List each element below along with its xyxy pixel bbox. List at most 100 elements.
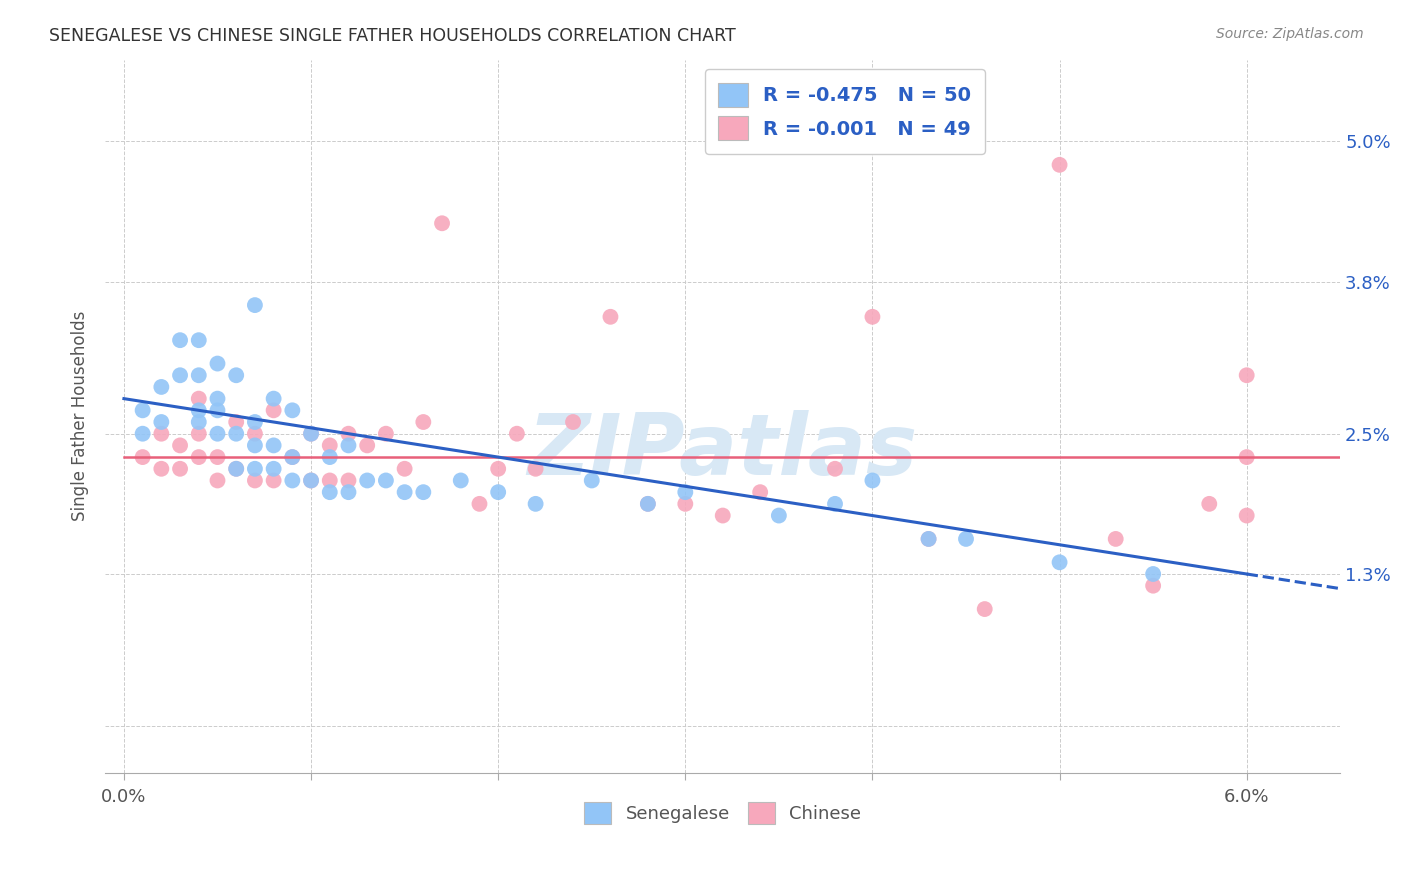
Point bbox=[243, 474, 266, 488]
Point bbox=[524, 497, 547, 511]
Legend: Senegalese, Chinese: Senegalese, Chinese bbox=[574, 791, 872, 835]
Point bbox=[337, 474, 360, 488]
Point bbox=[187, 403, 209, 417]
Point bbox=[374, 426, 396, 441]
Point bbox=[299, 474, 322, 488]
Point bbox=[319, 450, 342, 464]
Point bbox=[207, 450, 229, 464]
Point bbox=[131, 450, 153, 464]
Point bbox=[374, 474, 396, 488]
Point bbox=[394, 462, 416, 476]
Point bbox=[1049, 158, 1071, 172]
Point bbox=[506, 426, 529, 441]
Point bbox=[337, 426, 360, 441]
Point bbox=[187, 415, 209, 429]
Point bbox=[1236, 508, 1258, 523]
Point bbox=[299, 474, 322, 488]
Text: SENEGALESE VS CHINESE SINGLE FATHER HOUSEHOLDS CORRELATION CHART: SENEGALESE VS CHINESE SINGLE FATHER HOUS… bbox=[49, 27, 735, 45]
Point bbox=[207, 403, 229, 417]
Point bbox=[281, 450, 304, 464]
Point bbox=[131, 403, 153, 417]
Point bbox=[207, 392, 229, 406]
Point bbox=[1236, 450, 1258, 464]
Point bbox=[768, 508, 790, 523]
Point bbox=[468, 497, 491, 511]
Point bbox=[263, 474, 285, 488]
Point bbox=[169, 368, 191, 383]
Point bbox=[187, 426, 209, 441]
Point bbox=[263, 392, 285, 406]
Point bbox=[599, 310, 621, 324]
Point bbox=[486, 485, 509, 500]
Point bbox=[917, 532, 939, 546]
Point bbox=[187, 450, 209, 464]
Point bbox=[637, 497, 659, 511]
Point bbox=[581, 474, 603, 488]
Point bbox=[562, 415, 585, 429]
Point bbox=[281, 474, 304, 488]
Point bbox=[673, 497, 696, 511]
Point bbox=[207, 426, 229, 441]
Point bbox=[1198, 497, 1220, 511]
Point bbox=[637, 497, 659, 511]
Point bbox=[524, 462, 547, 476]
Point bbox=[225, 462, 247, 476]
Point bbox=[187, 368, 209, 383]
Point bbox=[243, 415, 266, 429]
Point bbox=[225, 462, 247, 476]
Point bbox=[243, 438, 266, 452]
Point bbox=[862, 310, 884, 324]
Point bbox=[319, 438, 342, 452]
Point bbox=[486, 462, 509, 476]
Point bbox=[1236, 368, 1258, 383]
Point bbox=[973, 602, 995, 616]
Point bbox=[319, 474, 342, 488]
Point bbox=[207, 357, 229, 371]
Point bbox=[281, 403, 304, 417]
Point bbox=[1049, 555, 1071, 569]
Point bbox=[1142, 579, 1164, 593]
Point bbox=[243, 426, 266, 441]
Point bbox=[412, 415, 434, 429]
Point bbox=[207, 474, 229, 488]
Point bbox=[169, 333, 191, 347]
Point bbox=[430, 216, 453, 230]
Point bbox=[450, 474, 472, 488]
Point bbox=[169, 438, 191, 452]
Text: ZIPatlas: ZIPatlas bbox=[527, 410, 918, 493]
Y-axis label: Single Father Households: Single Father Households bbox=[72, 311, 89, 521]
Point bbox=[263, 403, 285, 417]
Point bbox=[243, 462, 266, 476]
Point bbox=[187, 392, 209, 406]
Point bbox=[281, 450, 304, 464]
Text: Source: ZipAtlas.com: Source: ZipAtlas.com bbox=[1216, 27, 1364, 41]
Point bbox=[225, 426, 247, 441]
Point bbox=[187, 333, 209, 347]
Point bbox=[299, 426, 322, 441]
Point bbox=[150, 426, 173, 441]
Point bbox=[150, 415, 173, 429]
Point bbox=[356, 474, 378, 488]
Point bbox=[749, 485, 772, 500]
Point bbox=[917, 532, 939, 546]
Point bbox=[225, 368, 247, 383]
Point bbox=[1105, 532, 1128, 546]
Point bbox=[150, 462, 173, 476]
Point bbox=[131, 426, 153, 441]
Point bbox=[394, 485, 416, 500]
Point bbox=[673, 485, 696, 500]
Point bbox=[412, 485, 434, 500]
Point bbox=[337, 438, 360, 452]
Point bbox=[319, 485, 342, 500]
Point bbox=[862, 474, 884, 488]
Point bbox=[263, 462, 285, 476]
Point bbox=[225, 415, 247, 429]
Point bbox=[1142, 566, 1164, 581]
Point bbox=[263, 438, 285, 452]
Point bbox=[150, 380, 173, 394]
Point bbox=[711, 508, 734, 523]
Point bbox=[824, 462, 846, 476]
Point bbox=[299, 426, 322, 441]
Point bbox=[955, 532, 977, 546]
Point bbox=[243, 298, 266, 312]
